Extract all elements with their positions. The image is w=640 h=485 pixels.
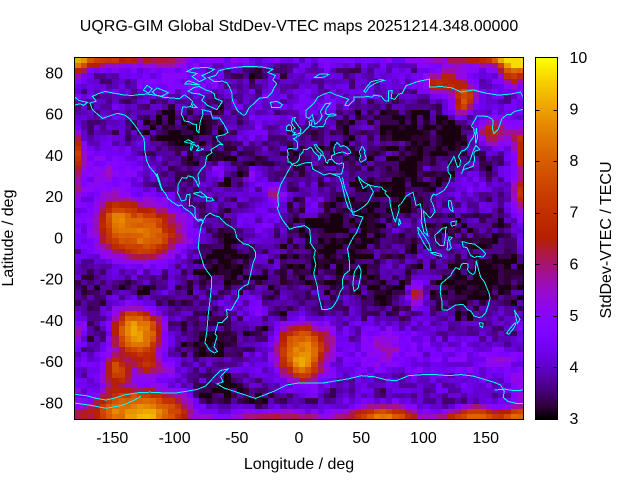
svg-text:9: 9: [570, 102, 579, 119]
svg-text:3: 3: [570, 411, 579, 428]
svg-text:-40: -40: [40, 313, 63, 330]
svg-text:-20: -20: [40, 272, 63, 289]
svg-text:4: 4: [570, 359, 579, 376]
svg-text:0: 0: [54, 230, 63, 247]
svg-text:Latitude / deg: Latitude / deg: [0, 190, 17, 287]
svg-text:5: 5: [570, 308, 579, 325]
svg-text:60: 60: [45, 107, 63, 124]
svg-text:-80: -80: [40, 395, 63, 412]
svg-text:20: 20: [45, 189, 63, 206]
svg-text:-150: -150: [96, 430, 128, 447]
svg-text:6: 6: [570, 256, 579, 273]
svg-text:80: 80: [45, 65, 63, 82]
svg-text:10: 10: [570, 50, 588, 67]
svg-text:-60: -60: [40, 354, 63, 371]
svg-text:100: 100: [410, 430, 437, 447]
svg-text:50: 50: [352, 430, 370, 447]
svg-text:StdDev-VTEC / TECU: StdDev-VTEC / TECU: [598, 161, 615, 318]
svg-text:7: 7: [570, 205, 579, 222]
svg-text:-100: -100: [159, 430, 191, 447]
svg-text:150: 150: [472, 430, 499, 447]
svg-text:Longitude / deg: Longitude / deg: [244, 456, 354, 473]
svg-text:UQRG-GIM Global StdDev-VTEC ma: UQRG-GIM Global StdDev-VTEC maps 2025121…: [80, 18, 519, 35]
svg-text:0: 0: [295, 430, 304, 447]
svg-text:-50: -50: [225, 430, 248, 447]
svg-text:8: 8: [570, 153, 579, 170]
svg-text:40: 40: [45, 148, 63, 165]
